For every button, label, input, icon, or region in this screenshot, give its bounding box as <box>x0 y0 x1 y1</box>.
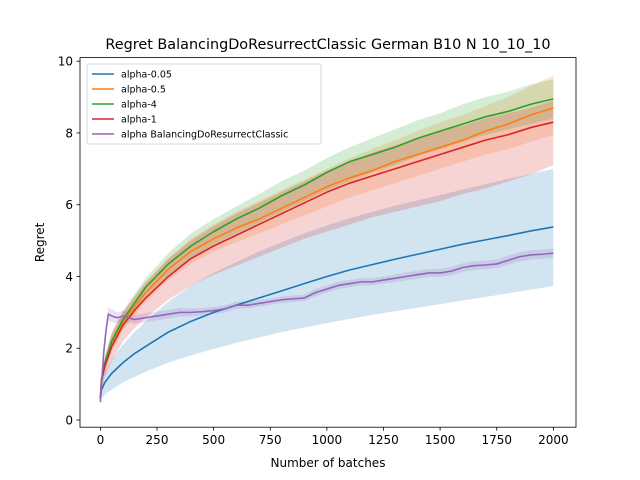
y-tick-label-0: 0 <box>65 413 73 427</box>
x-tick-label-4: 1000 <box>312 433 343 447</box>
x-tick-label-1: 250 <box>146 433 169 447</box>
x-tick-label-3: 750 <box>259 433 282 447</box>
band-series-4 <box>100 248 554 406</box>
legend: alpha-0.05 alpha-0.5 alpha-4 alpha-1 alpha B… <box>86 63 322 145</box>
x-tick-label-8: 2000 <box>538 433 569 447</box>
legend-box <box>86 63 322 145</box>
series-lines <box>99 98 554 403</box>
legend-label-4: alpha BalancingDoResurrectClassic <box>121 130 288 141</box>
y-tick-label-2: 4 <box>65 270 73 284</box>
x-tick-label-0: 0 <box>97 433 105 447</box>
band-series-1 <box>100 75 554 403</box>
y-tick-label-5: 10 <box>58 54 73 68</box>
y-axis-label: Regret <box>33 222 47 262</box>
y-tick-label-3: 6 <box>65 198 73 212</box>
y-tick-label-4: 8 <box>65 126 73 140</box>
band-series-0 <box>100 168 554 403</box>
legend-label-3: alpha-1 <box>121 115 157 126</box>
line-series-2 <box>99 98 554 399</box>
line-series-4 <box>99 252 554 403</box>
y-tick-label-1: 2 <box>65 342 73 356</box>
line-series-3 <box>99 121 554 399</box>
chart-title: Regret BalancingDoResurrectClassic Germa… <box>105 37 550 53</box>
legend-label-0: alpha-0.05 <box>121 70 172 81</box>
x-tick-label-7: 1750 <box>481 433 512 447</box>
band-series-3 <box>100 100 554 403</box>
x-tick-label-2: 500 <box>202 433 225 447</box>
legend-label-1: alpha-0.5 <box>121 85 166 96</box>
y-axis: 0 2 4 6 8 10 <box>58 54 80 427</box>
x-axis-label: Number of batches <box>271 456 386 470</box>
x-tick-label-5: 1250 <box>368 433 399 447</box>
x-axis: 0 250 500 750 1000 1250 1500 1750 2000 <box>97 427 569 447</box>
line-series-1 <box>99 107 554 399</box>
x-tick-label-6: 1500 <box>425 433 456 447</box>
plot-frame <box>79 57 577 428</box>
line-series-0 <box>99 226 554 399</box>
legend-label-2: alpha-4 <box>121 100 157 111</box>
